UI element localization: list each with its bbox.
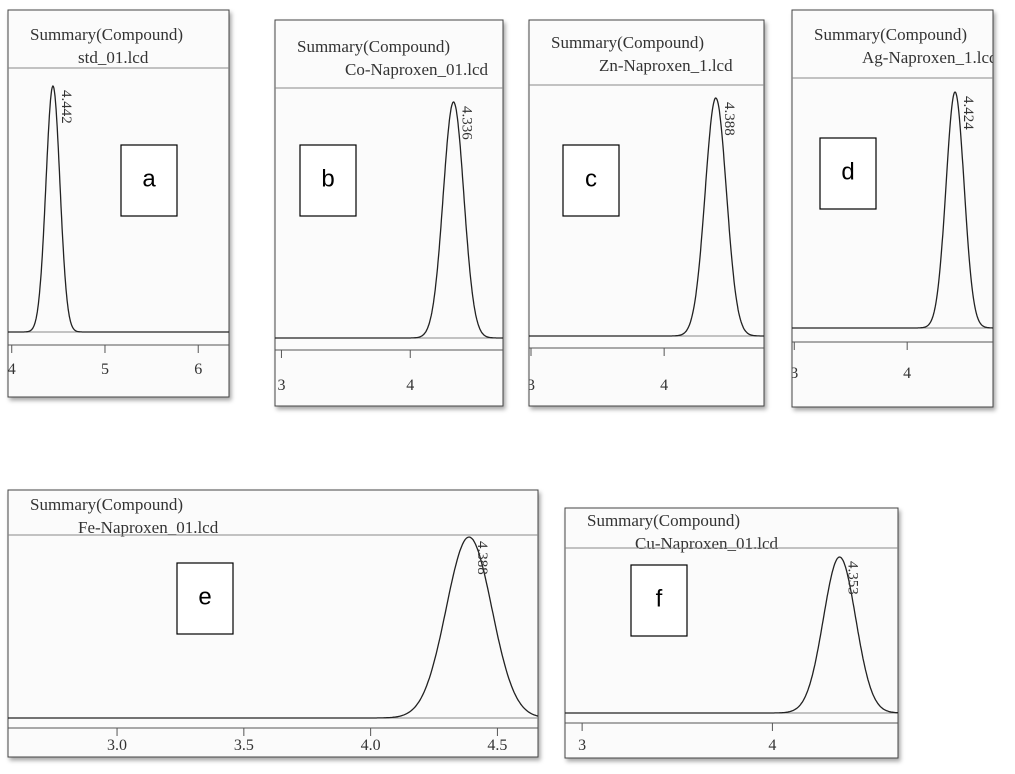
panel-content: Summary(Compound) Fe-Naproxen_01.lcd 3.0 3.… (8, 495, 538, 754)
x-tick-label: 4.0 (361, 737, 381, 754)
panel-letter: f (656, 585, 663, 612)
panel: Summary(Compound) std_01.lcd 4 5 6 4.442 a (7, 9, 230, 398)
peak-label: 4.336 (459, 106, 475, 140)
file-name: Cu-Naproxen_01.lcd (635, 534, 779, 553)
x-tick-label: 3 (527, 377, 535, 394)
peak-curve (8, 85, 229, 333)
x-tick-label: 4 (8, 361, 16, 378)
x-tick-label: 4 (406, 377, 414, 394)
x-tick-label: 4 (660, 377, 668, 394)
panel-content: Summary(Compound) Co-Naproxen_01.lcd 3 4 4.3… (275, 37, 503, 394)
panel-title: Summary(Compound) (297, 37, 450, 56)
peak-curve (565, 556, 898, 714)
peak-label: 4.388 (721, 102, 737, 136)
x-tick-label: 3 (790, 365, 798, 382)
file-name: Co-Naproxen_01.lcd (345, 60, 489, 79)
label-box (299, 144, 357, 217)
label-box (120, 144, 178, 217)
panel-letter: d (841, 158, 854, 185)
panel-letter: e (198, 583, 211, 610)
panel-title: Summary(Compound) (587, 511, 740, 530)
peak-label: 4.442 (58, 90, 74, 124)
panel-content: Summary(Compound) std_01.lcd 4 5 6 4.442 (8, 25, 229, 378)
file-name: std_01.lcd (78, 48, 149, 67)
label-box (176, 562, 234, 635)
x-tick-label: 3.0 (107, 737, 127, 754)
panel-content: Summary(Compound) Zn-Naproxen_1.lcd 3 4 4.38… (527, 33, 764, 394)
file-name: Zn-Naproxen_1.lcd (599, 56, 733, 75)
panel: Summary(Compound) Fe-Naproxen_01.lcd 3.0 3.… (7, 489, 539, 758)
x-tick-label: 3 (277, 377, 285, 394)
panel-letter: c (585, 165, 597, 192)
peak-label: 4.424 (960, 96, 976, 130)
x-tick-label: 3.5 (234, 737, 254, 754)
label-box (630, 564, 688, 637)
panel-title: Summary(Compound) (30, 495, 183, 514)
panel: Summary(Compound) Ag-Naproxen_1.lcd 3 4 4.42… (790, 9, 998, 408)
panel: Summary(Compound) Cu-Naproxen_01.lcd 3 4 4.3… (564, 507, 899, 759)
label-box (562, 144, 620, 217)
x-tick-label: 4 (768, 737, 776, 754)
panel: Summary(Compound) Co-Naproxen_01.lcd 3 4 4.3… (274, 19, 504, 407)
file-name: Fe-Naproxen_01.lcd (78, 518, 219, 537)
panel-content: Summary(Compound) Cu-Naproxen_01.lcd 3 4 4.3… (565, 511, 898, 754)
label-box (819, 137, 877, 210)
x-tick-label: 3 (578, 737, 586, 754)
panel: Summary(Compound) Zn-Naproxen_1.lcd 3 4 4.38… (527, 19, 765, 407)
peak-curve (275, 101, 503, 339)
panel-title: Summary(Compound) (814, 25, 967, 44)
peak-curve (529, 97, 764, 337)
peak-label: 4.353 (845, 561, 861, 595)
peak-curve (792, 91, 993, 329)
x-tick-label: 4 (903, 365, 911, 382)
x-tick-label: 4.5 (487, 737, 507, 754)
panel-content: Summary(Compound) Ag-Naproxen_1.lcd 3 4 4.42… (790, 25, 998, 382)
x-tick-label: 6 (194, 361, 202, 378)
panel-title: Summary(Compound) (30, 25, 183, 44)
panel-letter: b (321, 165, 334, 192)
panel-frame (564, 507, 899, 759)
x-tick-label: 5 (101, 361, 109, 378)
file-name: Ag-Naproxen_1.lcd (862, 48, 998, 67)
panel-letter: a (142, 165, 156, 192)
peak-label: 4.388 (474, 541, 490, 575)
peak-curve (8, 536, 538, 719)
panel-title: Summary(Compound) (551, 33, 704, 52)
